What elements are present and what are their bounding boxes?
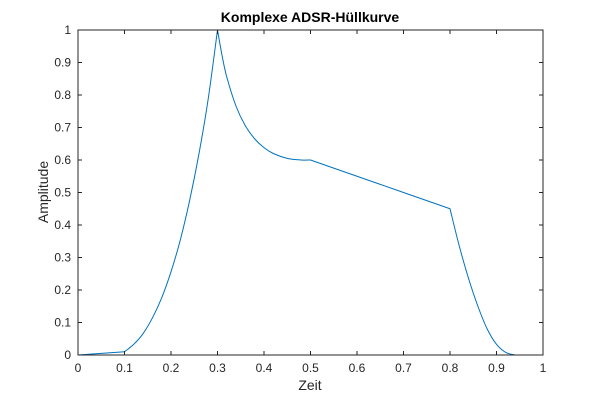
envelope-series-line <box>77 29 543 356</box>
x-tick-label: 0.9 <box>488 361 505 375</box>
y-axis-label: Amplitude <box>35 161 51 223</box>
plot-area <box>78 30 543 355</box>
x-tick-label: 0.2 <box>163 361 180 375</box>
x-tick-label: 0.4 <box>256 361 273 375</box>
y-tick-label: 0.8 <box>54 88 71 102</box>
y-tick-label: 0.4 <box>54 218 71 232</box>
x-tick-label: 0.6 <box>349 361 366 375</box>
y-tick-label: 0.2 <box>54 283 71 297</box>
x-axis-label: Zeit <box>298 377 321 393</box>
x-tick-label: 0.5 <box>302 361 319 375</box>
y-tick-label: 0.7 <box>54 121 71 135</box>
x-tick-label: 0.3 <box>209 361 226 375</box>
y-tick-label: 0.1 <box>54 316 71 330</box>
x-tick-label: 0.8 <box>442 361 459 375</box>
x-tick-label: 1 <box>540 361 547 375</box>
y-tick-label: 0.9 <box>54 56 71 70</box>
series-layer <box>77 29 543 356</box>
chart-title: Komplexe ADSR-Hüllkurve <box>221 9 400 25</box>
x-tick-label: 0.7 <box>395 361 412 375</box>
y-tick-label: 0.6 <box>54 153 71 167</box>
y-tick-label: 1 <box>64 23 71 37</box>
x-tick-label: 0 <box>75 361 82 375</box>
y-tick-label: 0.3 <box>54 251 71 265</box>
x-tick-label: 0.1 <box>116 361 133 375</box>
y-tick-label: 0.5 <box>54 186 71 200</box>
y-tick-label: 0 <box>64 348 71 362</box>
tick-layer: 0 0.1 0.2 0.3 0.4 0.5 0.6 0.7 0.8 0.9 1 0 0.1 0.2 0.3 0… <box>54 23 546 375</box>
